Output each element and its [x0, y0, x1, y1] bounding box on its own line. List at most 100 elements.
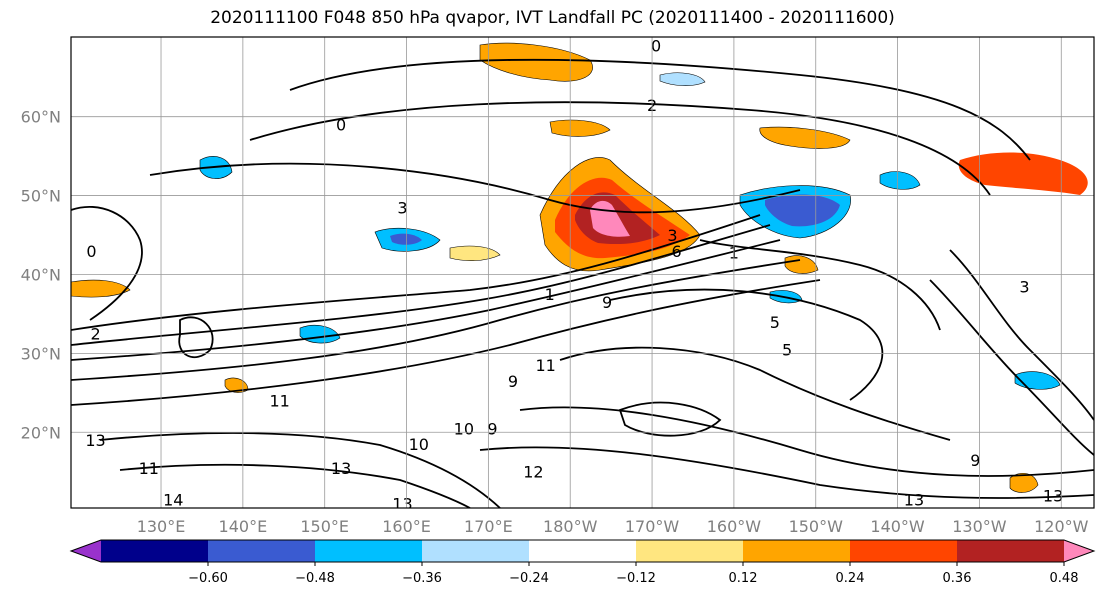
colorbar-tick-label: 0.36	[943, 571, 972, 586]
contour-label: 13	[904, 490, 924, 509]
strong-negative-anomaly-region	[765, 194, 840, 227]
contour-label: 9	[970, 451, 980, 470]
contour-label: 13	[85, 431, 105, 450]
colorbar-bin	[636, 540, 744, 562]
contour-line	[249, 101, 991, 196]
y-tick-label: 20°N	[21, 423, 61, 442]
colorbar-tick-label: 0.12	[729, 571, 758, 586]
contour-line	[618, 401, 722, 437]
contour-label: 11	[270, 392, 290, 411]
colorbar-tick-label: −0.12	[616, 571, 656, 586]
contour-label: 9	[602, 293, 612, 312]
x-tick-label: 150°E	[300, 517, 349, 536]
positive-anomaly-region	[549, 119, 611, 137]
contour-label: 9	[487, 419, 497, 438]
positive-anomaly-region	[759, 126, 851, 149]
contour-label: 5	[770, 313, 780, 332]
contour-line	[178, 316, 214, 359]
contour-label: 2	[90, 325, 100, 344]
contour-label: 3	[667, 226, 677, 245]
contour-line	[71, 239, 781, 361]
colorbar-bin	[529, 540, 637, 562]
colorbar: −0.60 −0.48 −0.36 −0.24 −0.12 0.12 0.24 0.36 0.4…	[69, 539, 1096, 586]
y-tick-label: 40°N	[21, 265, 61, 284]
positive-anomaly-region	[449, 245, 501, 261]
colorbar-bin	[315, 540, 423, 562]
x-tick-label: 180°W	[543, 517, 598, 536]
y-tick-label: 30°N	[21, 344, 61, 363]
contour-line	[519, 406, 1094, 477]
contour-line	[699, 239, 941, 331]
contour-label: 0	[336, 116, 346, 135]
colorbar-bin	[101, 540, 209, 562]
plot-background	[71, 37, 1094, 508]
positive-anomaly-region	[71, 279, 131, 298]
contour-label: 0	[651, 37, 661, 56]
positive-anomaly-region	[1009, 472, 1039, 493]
colorbar-tick-label: −0.48	[295, 571, 335, 586]
x-tick-label: 130°W	[952, 517, 1007, 536]
contour-label: 1	[545, 285, 555, 304]
x-tick-label: 160°W	[707, 517, 762, 536]
contour-line	[71, 214, 761, 331]
positive-anomaly-region	[958, 152, 1088, 195]
colorbar-bin	[208, 540, 316, 562]
colorbar-extend-high	[1064, 540, 1094, 562]
positive-anomaly-region	[479, 42, 593, 82]
plot-frame	[70, 36, 1095, 509]
contour-line	[949, 249, 1094, 421]
contour-label: 10	[454, 419, 474, 438]
contour-label: 6	[672, 242, 682, 261]
contour-label: 12	[523, 463, 543, 482]
contour-line	[609, 288, 884, 401]
contour-label: 5	[782, 340, 792, 359]
contour-line	[71, 205, 143, 321]
colorbar-bin	[743, 540, 851, 562]
shaded-anomaly-layer	[71, 42, 1088, 493]
contour-label: 3	[397, 198, 407, 217]
colorbar-extend-low	[71, 540, 101, 562]
x-tick-label: 140°W	[870, 517, 925, 536]
colorbar-outline	[69, 539, 1096, 563]
positive-anomaly-region	[784, 255, 819, 274]
x-tick-label: 150°W	[789, 517, 844, 536]
contour-line	[119, 463, 471, 508]
contour-line	[71, 259, 801, 381]
contour-line	[71, 224, 771, 346]
contour-line	[289, 58, 1031, 161]
contour-label: 11	[535, 356, 555, 375]
negative-anomaly-region	[1014, 371, 1061, 390]
contour-line	[99, 432, 501, 508]
x-tick-label: 130°E	[137, 517, 186, 536]
contour-line	[559, 346, 951, 441]
x-tick-label: 170°W	[625, 517, 680, 536]
contour-label: 9	[508, 372, 518, 391]
colorbar-tick-label: 0.24	[836, 571, 865, 586]
colorbar-tick-label: −0.24	[509, 571, 549, 586]
colorbar-bin	[422, 540, 530, 562]
colorbar-bin	[850, 540, 958, 562]
contour-label: 14	[163, 490, 183, 509]
colorbar-bin	[957, 540, 1065, 562]
contour-label: 11	[139, 459, 159, 478]
y-axis-tick-labels: 60°N 50°N 40°N 30°N 20°N	[21, 108, 61, 443]
contour-line	[479, 446, 1094, 499]
contour-label: 0	[86, 242, 96, 261]
x-tick-label: 160°E	[382, 517, 431, 536]
y-tick-label: 50°N	[21, 187, 61, 206]
y-tick-label: 60°N	[21, 108, 61, 127]
negative-anomaly-region	[879, 171, 921, 190]
colorbar-tick-label: 0.48	[1050, 571, 1079, 586]
colorbar-tick-label: −0.36	[402, 571, 442, 586]
colorbar-tick-label: −0.60	[188, 571, 228, 586]
contour-label: 3	[1019, 277, 1029, 296]
contour-label: 10	[409, 435, 429, 454]
contour-label: 13	[331, 459, 351, 478]
contour-line	[929, 279, 1094, 456]
graticule	[71, 37, 1094, 508]
x-tick-label: 120°W	[1034, 517, 1089, 536]
strong-negative-anomaly-region	[390, 233, 422, 245]
contour-label: 13	[1043, 486, 1063, 505]
